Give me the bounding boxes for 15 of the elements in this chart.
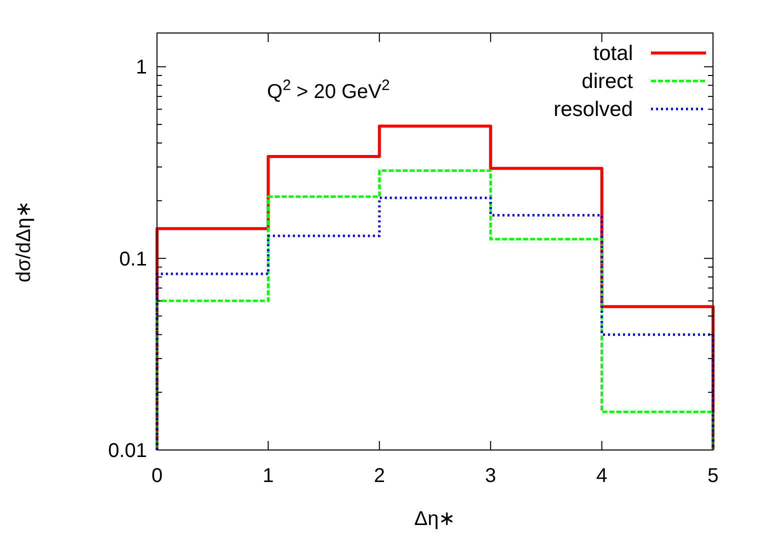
annotation: Q$^{2}$ > 20 GeV$^{2}$ [267,76,390,103]
x-tick-label: 2 [374,465,385,487]
x-axis-title: Δη∗ [414,508,456,530]
x-tick-label: 1 [262,465,274,487]
legend-label: total [593,42,633,65]
y-tick-label: 1 [136,56,147,79]
y-axis-title: dσ/dΔη∗ [13,200,35,282]
y-tick-label: 0.1 [119,248,147,270]
x-tick-label: 3 [485,465,496,487]
legend-label: resolved [554,98,633,121]
legend-label: direct [582,70,634,93]
x-tick-label: 5 [707,465,719,487]
x-tick-label: 4 [596,465,608,487]
x-tick-label: 0 [151,465,163,487]
y-tick-label: 0.01 [108,440,147,462]
